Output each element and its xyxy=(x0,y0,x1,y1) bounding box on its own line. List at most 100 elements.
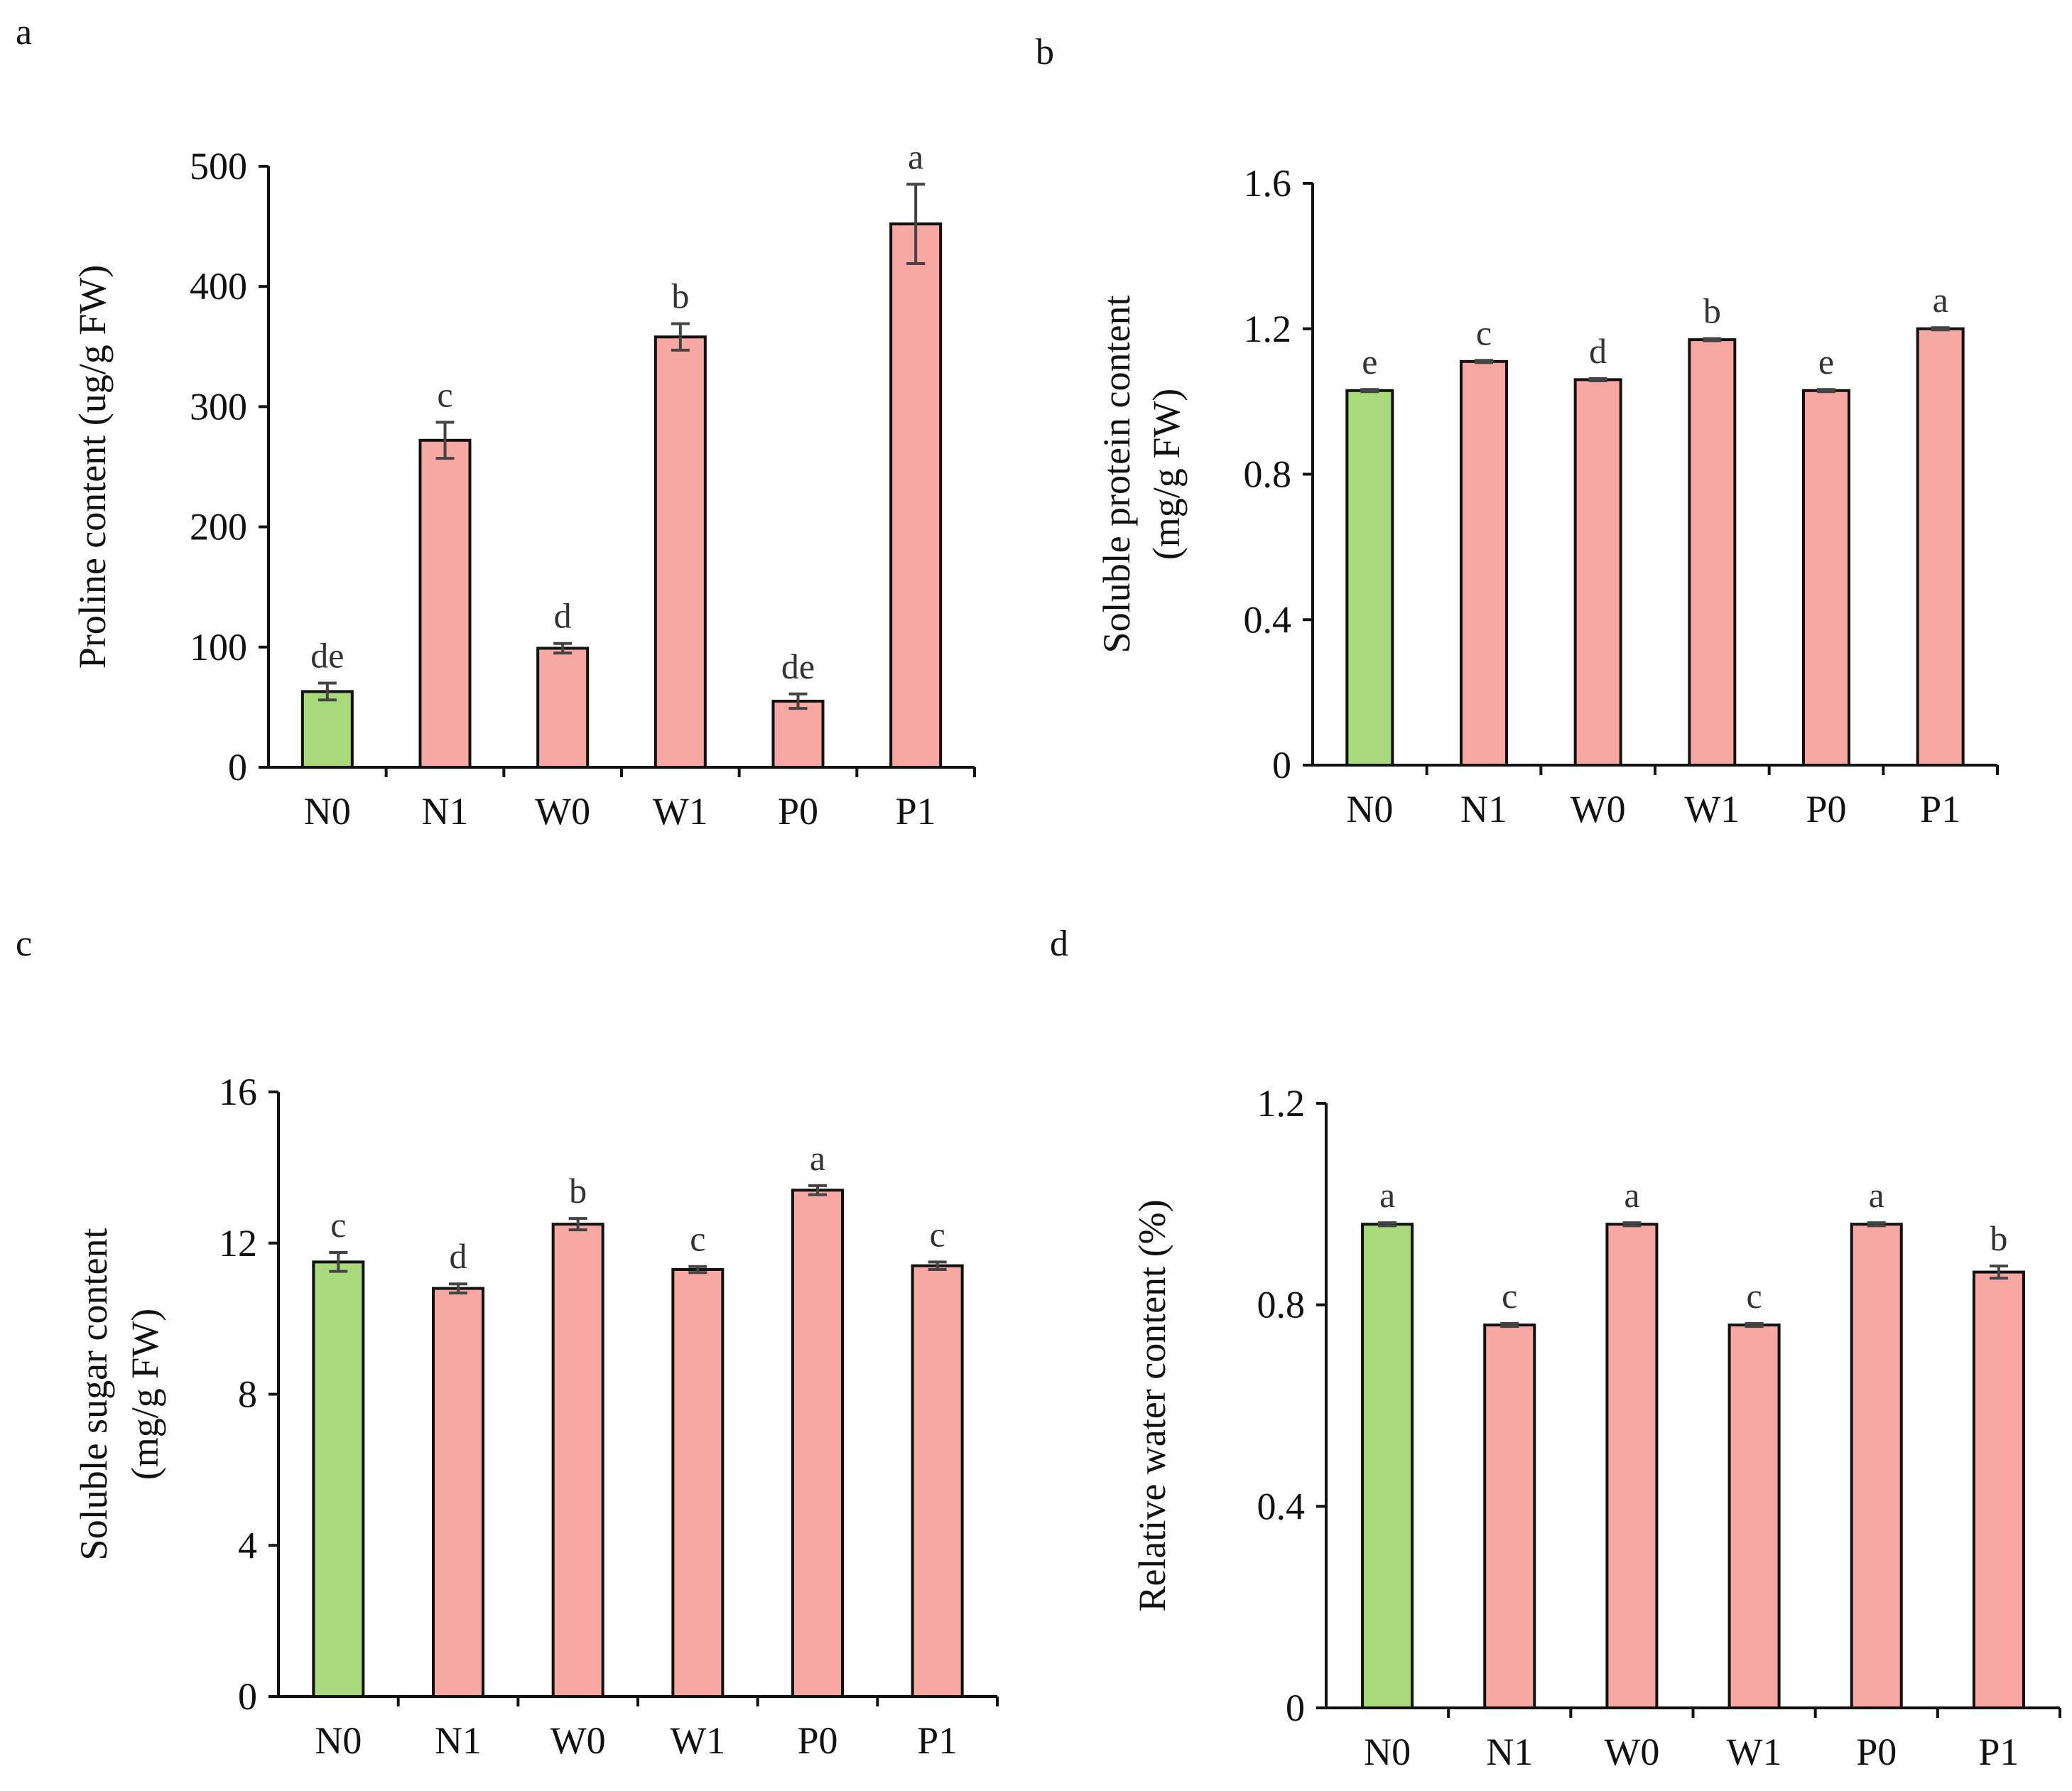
panel-d-y-tick-label: 0 xyxy=(1286,1687,1305,1729)
panel-a-bar xyxy=(536,646,590,769)
panel-b-bar xyxy=(1345,389,1394,767)
panel-a-bar xyxy=(771,699,825,769)
panel-b-significance-label: c xyxy=(1476,313,1492,352)
panel-b-category-label: N1 xyxy=(1460,788,1507,830)
panel-d-category-label: P0 xyxy=(1856,1731,1897,1773)
panel-c-bar xyxy=(671,1267,725,1698)
panel-b-significance-label: b xyxy=(1703,291,1721,331)
panel-c-significance-label: a xyxy=(810,1138,825,1178)
panel-c-significance-label: c xyxy=(330,1205,346,1245)
panel-c-bar xyxy=(791,1189,844,1698)
panel-d-significance-label: a xyxy=(1379,1175,1395,1215)
panel-c-y-axis-title: (mg/g FW) xyxy=(124,1309,166,1480)
panel-c-bar xyxy=(551,1223,604,1698)
panel-a-category-label: P0 xyxy=(778,790,818,833)
panel-a-category-label: W0 xyxy=(535,790,590,833)
panel-b: b 0 0.4 0.8 1.2 1.6 e N0 c N1 d W0 b W1 e P0 a P1 Soluble… xyxy=(1036,32,1999,830)
panel-a-y-tick-label: 100 xyxy=(190,626,247,669)
panel-d-y-tick-label: 0.8 xyxy=(1257,1284,1306,1326)
panel-d-category-label: W1 xyxy=(1727,1731,1782,1773)
panel-c-bar xyxy=(911,1264,964,1698)
panel-c-bar xyxy=(312,1260,365,1698)
panel-c-y-tick-label: 16 xyxy=(219,1071,257,1113)
panel-c-category-label: P0 xyxy=(797,1719,837,1762)
panel-b-bar xyxy=(1573,378,1622,767)
panel-d-bar xyxy=(1727,1324,1781,1709)
panel-a-significance-label: de xyxy=(781,646,815,686)
panel-d-significance-label: c xyxy=(1746,1276,1762,1316)
panel-a-y-tick-label: 300 xyxy=(190,385,247,428)
panel-a: a 0 100 200 300 400 500 de N0 c N1 d W0 b W1 de P0 a P1 Pr… xyxy=(16,12,976,833)
panel-a-y-tick-label: 200 xyxy=(190,506,247,548)
panel-b-category-label: W1 xyxy=(1684,788,1740,830)
panel-d-category-label: N1 xyxy=(1486,1731,1533,1773)
panel-d-letter: d xyxy=(1050,924,1068,964)
panel-d-y-tick-label: 1.2 xyxy=(1257,1082,1306,1125)
panel-c-y-tick-label: 0 xyxy=(238,1675,257,1718)
panel-c-category-label: P1 xyxy=(917,1719,958,1762)
panel-b-bar xyxy=(1460,359,1508,767)
panel-b-category-label: P0 xyxy=(1806,788,1846,830)
panel-b-bar xyxy=(1802,389,1850,767)
panel-b-y-tick-label: 0.4 xyxy=(1244,598,1292,641)
panel-c-category-label: W1 xyxy=(670,1719,725,1762)
panel-d-significance-label: a xyxy=(1624,1175,1639,1215)
panel-a-bar xyxy=(418,438,472,769)
panel-a-category-label: N0 xyxy=(304,790,351,833)
panel-c-significance-label: d xyxy=(450,1236,467,1276)
panel-a-category-label: W1 xyxy=(653,790,708,833)
panel-a-bar xyxy=(653,335,707,769)
panel-c-category-label: N1 xyxy=(435,1719,482,1762)
panel-d-category-label: W0 xyxy=(1604,1731,1659,1773)
panel-d-axes: 0 0.4 0.8 1.2 a N0 c N1 a W0 c W1 a P0 b P1 Relative wat… xyxy=(1131,1082,2061,1773)
panel-b-bar xyxy=(1688,338,1737,767)
panel-c-category-label: W0 xyxy=(550,1719,606,1762)
panel-b-y-tick-label: 0 xyxy=(1272,744,1291,786)
panel-b-significance-label: a xyxy=(1933,280,1948,320)
panel-c-significance-label: c xyxy=(930,1214,945,1254)
panel-c-axes: 0 4 8 12 16 c N0 d N1 b W0 c W1 a P0 c P1 Soluble sugar c… xyxy=(72,1071,999,1762)
panel-a-significance-label: d xyxy=(554,596,572,636)
panel-c-y-tick-label: 4 xyxy=(238,1524,257,1567)
panel-b-y-tick-label: 1.6 xyxy=(1244,162,1292,205)
panel-d-significance-label: b xyxy=(1990,1218,2007,1258)
panel-d-y-axis-title: Relative water content (%) xyxy=(1131,1199,1173,1611)
panel-c-significance-label: c xyxy=(690,1219,705,1259)
panel-a-category-label: P1 xyxy=(896,790,936,833)
panel-a-significance-label: b xyxy=(671,276,689,316)
panel-a-letter: a xyxy=(16,12,32,53)
panel-b-category-label: N0 xyxy=(1346,788,1393,830)
panel-c-significance-label: b xyxy=(569,1171,587,1211)
panel-c-y-tick-label: 12 xyxy=(219,1222,257,1265)
panel-b-axes: 0 0.4 0.8 1.2 1.6 e N0 c N1 d W0 b W1 e P0 a P1 Soluble p… xyxy=(1095,162,1999,830)
panel-b-bar xyxy=(1916,327,1965,767)
panel-d-significance-label: a xyxy=(1869,1175,1884,1215)
panel-d-significance-label: c xyxy=(1502,1276,1517,1316)
panel-a-bar xyxy=(889,222,943,769)
panel-b-letter: b xyxy=(1036,32,1054,72)
panel-b-y-axis-title: Soluble protein content xyxy=(1095,296,1138,654)
panel-a-significance-label: de xyxy=(310,636,344,676)
panel-b-significance-label: e xyxy=(1362,342,1377,382)
panel-b-y-tick-label: 0.8 xyxy=(1244,453,1292,496)
panel-c-letter: c xyxy=(16,924,32,964)
panel-b-y-axis-title: (mg/g FW) xyxy=(1145,389,1188,560)
panel-b-significance-label: e xyxy=(1818,342,1834,382)
panel-a-bar xyxy=(300,690,354,769)
panel-a-y-tick-label: 0 xyxy=(228,746,247,789)
panel-a-y-tick-label: 500 xyxy=(190,145,247,188)
panel-c-y-axis-title: Soluble sugar content xyxy=(72,1228,115,1561)
panel-a-axes: 0 100 200 300 400 500 de N0 c N1 d W0 b W1 de P0 a P1 Prol… xyxy=(71,136,976,833)
panel-a-category-label: N1 xyxy=(422,790,469,833)
panel-b-y-tick-label: 1.2 xyxy=(1244,308,1292,350)
panel-c: c 0 4 8 12 16 c N0 d N1 b W0 c W1 a P0 c P1 Soluble sugar… xyxy=(16,924,999,1762)
panel-d-bar xyxy=(1361,1223,1414,1709)
panel-d-category-label: N0 xyxy=(1364,1731,1411,1773)
panel-d-bar xyxy=(1850,1223,1903,1709)
panel-d: d 0 0.4 0.8 1.2 a N0 c N1 a W0 c W1 a P0 b P1 Relative w… xyxy=(1050,924,2061,1773)
panel-b-category-label: P1 xyxy=(1920,788,1960,830)
panel-c-y-tick-label: 8 xyxy=(238,1373,257,1416)
panel-a-significance-label: a xyxy=(908,136,923,176)
panel-b-significance-label: d xyxy=(1589,331,1607,371)
